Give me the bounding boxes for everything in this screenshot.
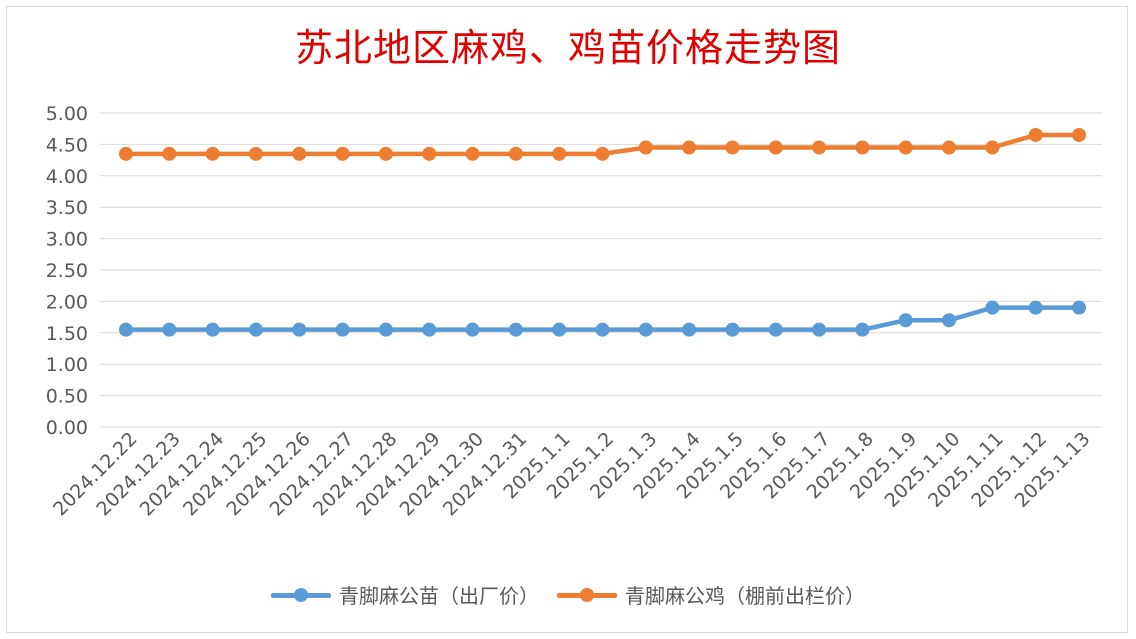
legend-item-series-0: 青脚麻公苗（出厂价）: [271, 580, 539, 609]
series-1-point: [898, 140, 913, 155]
series-0-point: [292, 322, 307, 337]
series-1-point: [595, 146, 610, 161]
series-0-point: [205, 322, 220, 337]
series-1-point: [335, 146, 350, 161]
series-0-point: [119, 322, 133, 337]
series-0-point: [378, 322, 393, 337]
series-1-point: [638, 140, 653, 155]
y-tick-label: 1.50: [46, 323, 88, 345]
series-0-point: [682, 322, 697, 337]
series-1-point: [552, 146, 567, 161]
series-1-point: [422, 146, 437, 161]
y-tick-label: 1.00: [46, 354, 88, 376]
y-tick-label: 0.50: [46, 386, 88, 408]
series-0-point: [898, 313, 913, 328]
series-0-point: [595, 322, 610, 337]
series-1-point: [812, 140, 827, 155]
series-1-point: [942, 140, 957, 155]
y-tick-label: 3.50: [46, 197, 88, 219]
y-tick-label: 2.00: [46, 291, 88, 313]
y-tick-label: 5.00: [46, 103, 88, 125]
legend-item-series-1: 青脚麻公鸡（棚前出栏价）: [557, 580, 865, 609]
series-1-point: [985, 140, 1000, 155]
series-0-point: [855, 322, 870, 337]
legend: 青脚麻公苗（出厂价） 青脚麻公鸡（棚前出栏价）: [0, 580, 1136, 609]
series-0-point: [508, 322, 523, 337]
series-0-point: [942, 313, 957, 328]
y-tick-label: 4.50: [46, 134, 88, 156]
series-0-point: [638, 322, 653, 337]
series-0-point: [725, 322, 740, 337]
legend-label-series-1: 青脚麻公鸡（棚前出栏价）: [625, 584, 865, 608]
series-1-point: [682, 140, 697, 155]
y-tick-label: 3.00: [46, 229, 88, 251]
series-0-point: [1072, 300, 1086, 315]
series-0-point: [465, 322, 480, 337]
series-0-point: [1028, 300, 1043, 315]
series-0-point: [422, 322, 437, 337]
series-1-point: [508, 146, 523, 161]
y-tick-label: 2.50: [46, 260, 88, 282]
series-1-point: [725, 140, 740, 155]
series-0-point: [985, 300, 1000, 315]
series-1-point: [119, 146, 133, 161]
y-tick-label: 0.00: [46, 417, 88, 439]
series-0-point: [768, 322, 783, 337]
series-1-point: [1028, 127, 1043, 142]
series-0-point: [552, 322, 567, 337]
series-1-point: [768, 140, 783, 155]
series-1-point: [855, 140, 870, 155]
series-0-point: [162, 322, 177, 337]
series-0-point: [335, 322, 350, 337]
legend-swatch-series-0: [271, 585, 331, 605]
series-1-point: [248, 146, 263, 161]
series-1-point: [465, 146, 480, 161]
legend-swatch-series-1: [557, 585, 617, 605]
series-1-point: [205, 146, 220, 161]
series-0-point: [248, 322, 263, 337]
chart-title: 苏北地区麻鸡、鸡苗价格走势图: [294, 26, 841, 70]
series-1-point: [292, 146, 307, 161]
series-1-point: [1072, 127, 1086, 142]
series-0-point: [812, 322, 827, 337]
y-tick-label: 4.00: [46, 166, 88, 188]
series-1-point: [378, 146, 393, 161]
legend-label-series-0: 青脚麻公苗（出厂价）: [339, 584, 539, 608]
series-1-point: [162, 146, 177, 161]
